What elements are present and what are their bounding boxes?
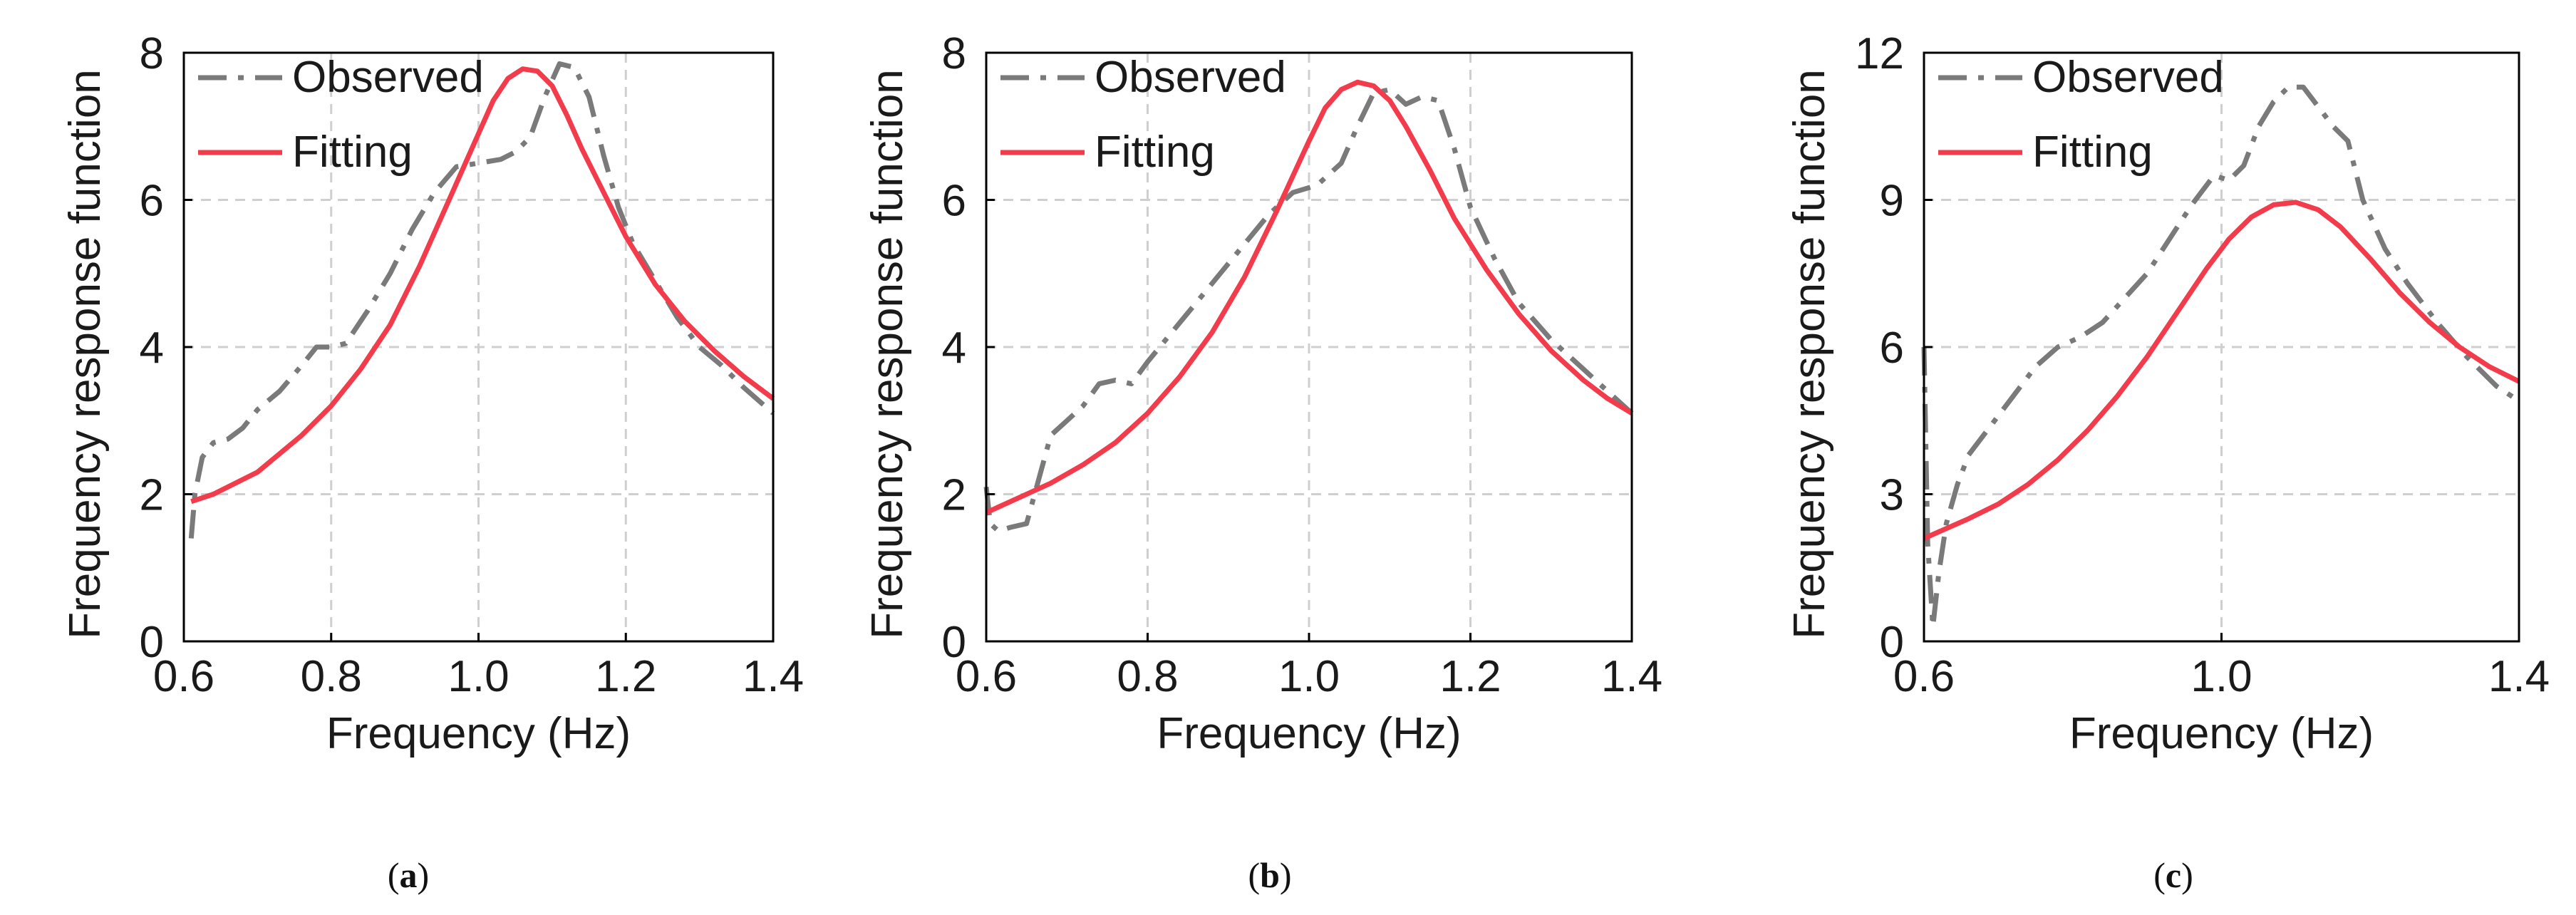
y-tick-label: 6 [942, 177, 966, 226]
x-tick-label: 1.2 [1439, 652, 1501, 701]
y-tick-label: 3 [1880, 471, 1904, 520]
series-line-fitting [1923, 200, 2520, 541]
y-tick-label: 12 [1855, 29, 1904, 78]
y-tick-label: 4 [942, 324, 966, 373]
x-tick-label: 1.2 [595, 652, 656, 701]
series-line-observed [983, 87, 1634, 534]
panel-label: (b) [1248, 855, 1291, 895]
legend-label-observed: Observed [1095, 53, 1286, 102]
chart-panel-b: 0.6 0.8 1.0 1.2 1.4 0 2 4 6 8 Frequency (Hz) Freque… [863, 29, 1662, 895]
chart-panel-c: 0.6 1.0 1.4 0 3 6 9 12 Frequency (Hz) Frequency r… [1785, 29, 2550, 895]
y-axis-label: Frequency response function [863, 69, 912, 639]
series-line-observed [1921, 84, 2520, 629]
legend-label-fitting: Fitting [2032, 128, 2153, 177]
x-tick-label: 0.8 [301, 652, 362, 701]
series-line-fitting [985, 79, 1633, 515]
x-tick-label: 1.4 [1601, 652, 1662, 701]
y-tick-label: 8 [942, 29, 966, 78]
legend-label-observed: Observed [292, 53, 484, 102]
y-tick-label: 0 [942, 618, 966, 667]
chart-panel-a: 0.6 0.8 1.0 1.2 1.4 0 2 4 6 8 Frequency (Hz) Freque… [61, 29, 804, 895]
x-tick-label: 0.6 [153, 652, 214, 701]
y-tick-label: 9 [1880, 177, 1904, 226]
x-tick-label: 1.0 [1278, 652, 1340, 701]
y-tick-label: 4 [140, 324, 164, 373]
y-tick-label: 2 [942, 471, 966, 520]
y-tick-label: 8 [140, 29, 164, 78]
x-tick-label: 0.6 [956, 652, 1017, 701]
x-tick-label: 1.0 [2190, 652, 2252, 701]
y-tick-label: 0 [140, 618, 164, 667]
legend-label-fitting: Fitting [1095, 128, 1215, 177]
series-line-fitting [190, 66, 775, 505]
legend-label-fitting: Fitting [292, 128, 413, 177]
x-tick-label: 1.0 [448, 652, 509, 701]
x-axis-label: Frequency (Hz) [1157, 709, 1461, 758]
x-tick-label: 1.4 [2488, 652, 2550, 701]
y-tick-label: 6 [140, 177, 164, 226]
x-tick-label: 0.6 [1893, 652, 1955, 701]
x-tick-label: 1.4 [743, 652, 804, 701]
y-tick-label: 0 [1880, 618, 1904, 667]
x-axis-label: Frequency (Hz) [326, 709, 631, 758]
y-tick-label: 6 [1880, 324, 1904, 373]
panel-label: (a) [388, 855, 429, 895]
y-axis-label: Frequency response function [1785, 69, 1834, 639]
panel-label: (c) [2153, 855, 2193, 895]
x-tick-label: 0.8 [1117, 652, 1178, 701]
legend-label-observed: Observed [2032, 53, 2224, 102]
y-axis-label: Frequency response function [61, 69, 110, 639]
series-line-observed [188, 61, 775, 539]
y-tick-label: 2 [140, 471, 164, 520]
x-axis-label: Frequency (Hz) [2069, 709, 2374, 758]
